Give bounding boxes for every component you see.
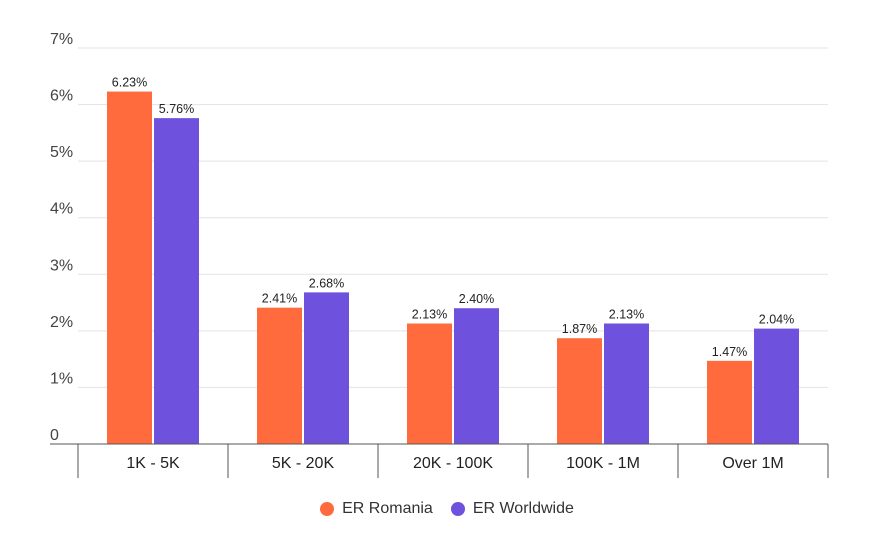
legend-label-er-worldwide: ER Worldwide <box>472 500 574 517</box>
data-label: 6.23% <box>112 76 147 90</box>
data-label: 2.04% <box>759 313 794 327</box>
y-tick-label: 0 <box>50 427 59 444</box>
bar-er-worldwide[interactable] <box>304 292 349 444</box>
y-tick-label: 5% <box>50 144 73 161</box>
data-label: 2.41% <box>262 292 297 306</box>
legend-item-er-worldwide[interactable]: ER Worldwide <box>450 500 574 518</box>
legend-swatch-er-romania <box>320 502 335 516</box>
data-label: 2.68% <box>309 276 344 290</box>
data-label: 1.87% <box>562 322 597 336</box>
bars <box>107 91 799 445</box>
y-tick-label: 2% <box>50 314 73 331</box>
data-label: 2.13% <box>412 308 447 322</box>
x-tick-label: Over 1M <box>722 455 783 472</box>
bar-er-worldwide[interactable] <box>604 323 649 444</box>
y-tick-label: 4% <box>50 201 73 218</box>
bar-chart: 0 1% 2% 3% 4% 5% 6% 7% 6.23% 5.76% 2.41% 2.68% 2.13… <box>50 31 829 478</box>
legend-swatch-er-worldwide <box>450 502 465 516</box>
bar-er-romania[interactable] <box>407 323 452 444</box>
bar-er-romania[interactable] <box>257 307 302 444</box>
y-tick-label: 7% <box>50 31 73 48</box>
bar-er-romania[interactable] <box>107 91 152 444</box>
legend-item-er-romania[interactable]: ER Romania <box>320 500 433 518</box>
data-label: 5.76% <box>159 102 194 116</box>
legend: ER Romania ER Worldwide <box>0 500 894 518</box>
x-tick-label: 1K - 5K <box>126 455 180 472</box>
x-tick-label: 20K - 100K <box>413 455 493 472</box>
gridlines <box>78 47 828 388</box>
x-tick-label: 5K - 20K <box>272 455 335 472</box>
data-labels: 6.23% 5.76% 2.41% 2.68% 2.13% 2.40% 1.87% 2.13%… <box>112 76 794 359</box>
y-tick-label: 1% <box>50 370 73 387</box>
x-axis <box>50 443 829 478</box>
y-axis-ticks: 0 1% 2% 3% 4% 5% 6% 7% <box>50 31 73 444</box>
y-tick-label: 3% <box>50 257 73 274</box>
data-label: 1.47% <box>712 345 747 359</box>
x-axis-ticks: 1K - 5K 5K - 20K 20K - 100K 100K - 1M Over 1… <box>126 455 783 472</box>
bar-er-worldwide[interactable] <box>454 308 499 444</box>
bar-er-worldwide[interactable] <box>154 118 199 445</box>
data-label: 2.13% <box>609 308 644 322</box>
y-tick-label: 6% <box>50 88 73 105</box>
bar-er-worldwide[interactable] <box>754 328 799 444</box>
data-label: 2.40% <box>459 292 494 306</box>
bar-er-romania[interactable] <box>557 338 602 444</box>
x-tick-label: 100K - 1M <box>566 455 640 472</box>
bar-er-romania[interactable] <box>707 360 752 444</box>
legend-label-er-romania: ER Romania <box>342 500 433 517</box>
